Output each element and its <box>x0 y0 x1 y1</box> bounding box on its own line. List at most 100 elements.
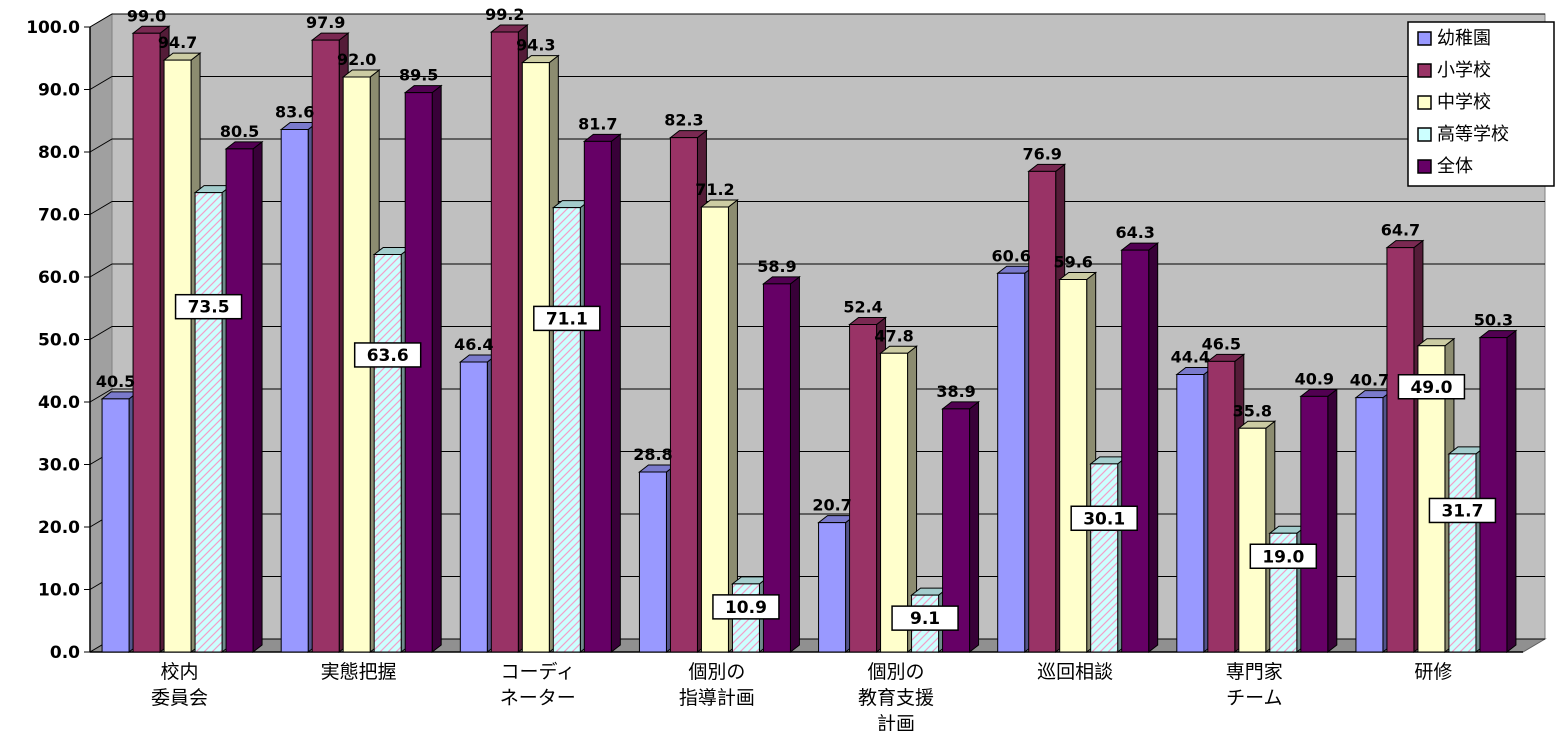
data-label: 40.9 <box>1295 369 1334 388</box>
bar-front <box>101 398 130 653</box>
data-label-frame <box>1428 497 1497 524</box>
data-label-frame <box>712 594 780 620</box>
y-tick-label: 60.0 <box>38 268 80 288</box>
y-tick-label: 70.0 <box>38 206 80 226</box>
bar-side <box>1148 242 1159 654</box>
data-label: 30.1 <box>1083 509 1125 529</box>
data-label-box: 19.0 <box>1249 543 1318 569</box>
y-tick-label: 40.0 <box>38 393 80 413</box>
data-label: 52.4 <box>843 298 882 317</box>
bar-front <box>521 62 550 653</box>
x-category-label: 専門家 <box>1226 661 1283 683</box>
data-label-frame <box>891 605 959 631</box>
data-label: 44.4 <box>1171 348 1210 367</box>
legend-swatch <box>1417 31 1432 46</box>
y-tick-label: 30.0 <box>38 456 80 476</box>
x-category-label: コーディ <box>500 661 575 683</box>
bar-side <box>789 275 800 654</box>
data-label: 47.8 <box>874 326 913 345</box>
bar-全体 <box>582 133 622 654</box>
x-category-label: ネーター <box>500 687 576 709</box>
bar-全体 <box>403 84 443 654</box>
bar-全体 <box>224 140 264 654</box>
data-label-box: 9.1 <box>891 605 959 631</box>
data-label: 46.5 <box>1202 334 1241 353</box>
data-label: 76.9 <box>1022 144 1061 163</box>
data-label: 63.6 <box>367 346 409 366</box>
bar-front <box>163 59 192 653</box>
bar-全体 <box>761 275 801 654</box>
y-tick-label: 10.0 <box>38 581 80 601</box>
bar-front <box>1386 247 1415 653</box>
bar-小学校 <box>1206 353 1246 654</box>
bar-front <box>638 471 667 653</box>
bar-side <box>969 400 980 654</box>
data-label: 58.9 <box>757 257 796 276</box>
data-label: 99.2 <box>485 5 524 24</box>
bar-side <box>1327 388 1338 654</box>
x-category-label: 研修 <box>1414 661 1452 683</box>
x-category-label: 計画 <box>877 713 915 731</box>
data-label-frame <box>174 293 243 320</box>
bar-front <box>997 272 1026 653</box>
x-category-label: 実態把握 <box>321 661 397 683</box>
bar-front <box>669 137 698 653</box>
bar-front <box>1028 170 1057 653</box>
data-label: 40.7 <box>1350 371 1389 390</box>
bar-side <box>1506 329 1517 654</box>
data-label-box: 73.5 <box>174 293 243 320</box>
bar-front <box>1090 463 1119 653</box>
data-label-box: 30.1 <box>1070 505 1138 532</box>
y-tick-label: 0.0 <box>50 643 80 663</box>
bar-front <box>1479 337 1508 653</box>
data-label: 94.3 <box>516 36 555 55</box>
data-label: 38.9 <box>936 382 975 401</box>
y-tick-label: 100.0 <box>26 18 80 38</box>
bar-front <box>311 39 340 653</box>
bar-front <box>1176 374 1205 653</box>
data-label-box: 63.6 <box>353 342 422 368</box>
data-label: 10.9 <box>725 598 767 618</box>
bar-中学校 <box>879 345 919 654</box>
bar-side <box>252 140 263 654</box>
data-label: 64.3 <box>1115 223 1154 242</box>
data-label: 28.8 <box>633 445 672 464</box>
data-label: 97.9 <box>306 13 345 32</box>
data-label: 64.7 <box>1381 221 1420 240</box>
data-label-frame <box>533 305 601 332</box>
bar-front <box>1207 360 1236 653</box>
bar-front <box>373 254 402 653</box>
data-label: 71.1 <box>546 309 588 329</box>
data-label: 19.0 <box>1262 547 1304 567</box>
bar-front <box>849 324 878 653</box>
bar-front <box>880 352 909 653</box>
data-label: 71.2 <box>695 180 734 199</box>
data-label: 81.7 <box>578 114 617 133</box>
legend-box <box>1407 21 1555 187</box>
bar-front <box>583 140 612 653</box>
data-label: 82.3 <box>664 111 703 130</box>
bar-front <box>1121 249 1150 653</box>
data-label: 31.7 <box>1441 501 1483 521</box>
bar-front <box>762 283 791 653</box>
data-label: 59.6 <box>1053 253 1092 272</box>
data-label: 89.5 <box>399 66 438 85</box>
data-label: 80.5 <box>220 122 259 141</box>
data-label-frame <box>1249 543 1318 569</box>
bars <box>100 23 1518 654</box>
gridline <box>89 201 1545 215</box>
data-label: 46.4 <box>454 335 493 354</box>
data-label: 92.0 <box>337 50 376 69</box>
legend-label: 小学校 <box>1437 60 1491 81</box>
data-label-frame <box>1070 505 1138 532</box>
bar-front <box>225 148 254 653</box>
bar-front <box>818 522 847 653</box>
bar-front <box>459 361 488 653</box>
data-label-box: 49.0 <box>1397 374 1466 400</box>
x-category-label: 指導計画 <box>679 687 755 709</box>
data-label-box: 71.1 <box>533 305 601 332</box>
data-label-box: 10.9 <box>712 594 780 620</box>
legend-swatch <box>1417 63 1432 78</box>
bar-front <box>1238 427 1267 653</box>
data-label: 49.0 <box>1410 378 1452 398</box>
